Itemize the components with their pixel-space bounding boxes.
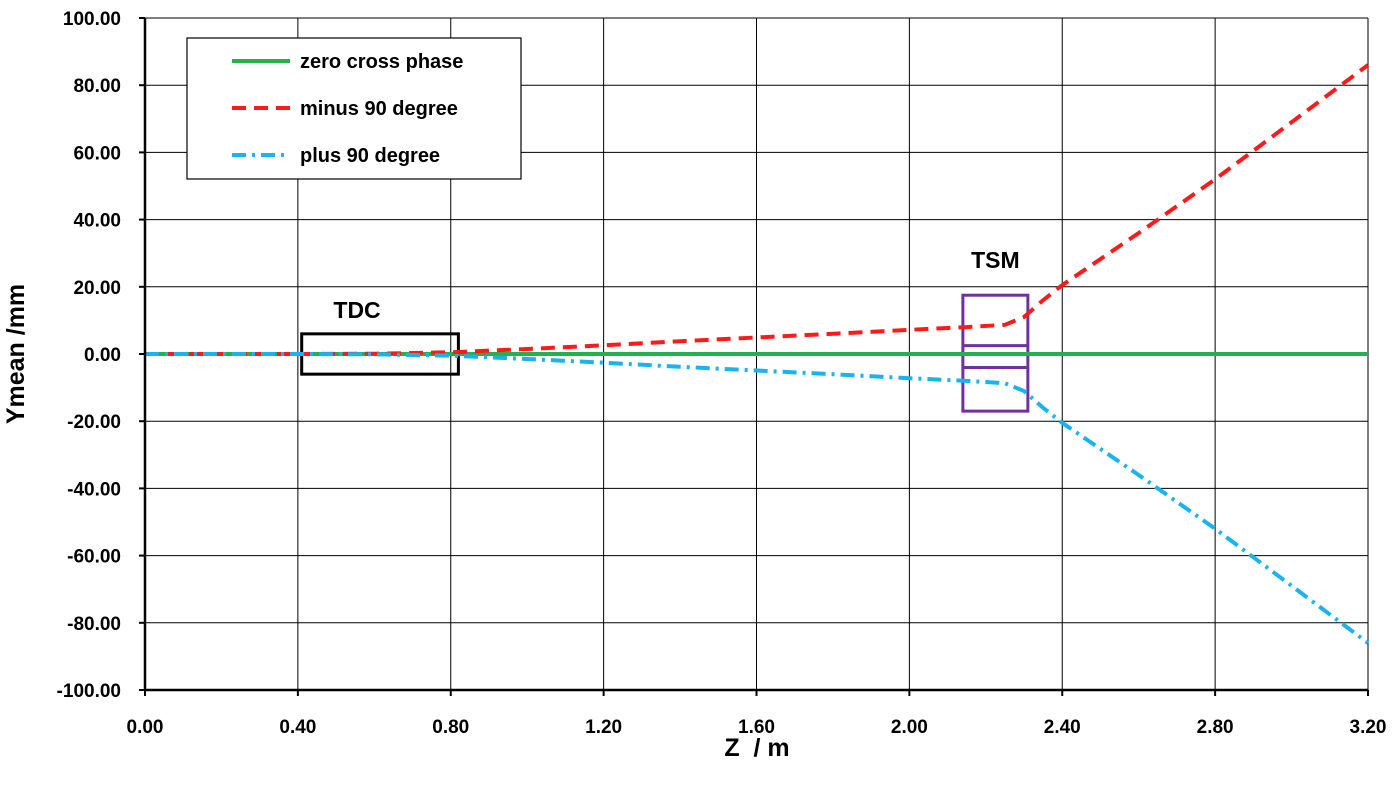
tick-labels: 0.00 0.40 0.80 1.20 1.60 2.00 2.40 2.80 3.20 100.… <box>57 9 1387 738</box>
x-tick-label: 2.40 <box>1044 717 1081 738</box>
series-line-plus-90-degree <box>145 352 1370 645</box>
tsm-label: TSM <box>971 247 1020 273</box>
y-tick-label: 60.00 <box>73 143 121 164</box>
y-tick-label: -20.00 <box>67 412 121 433</box>
x-axis-title: Z / m <box>724 734 789 762</box>
x-tick-label: 2.80 <box>1197 717 1234 738</box>
series-layer <box>145 63 1370 645</box>
y-tick-label: -80.00 <box>67 614 121 635</box>
legend-label-zero-cross-phase: zero cross phase <box>300 51 463 73</box>
y-tick-label: -100.00 <box>57 681 121 702</box>
legend-label-plus-90-degree: plus 90 degree <box>300 145 440 167</box>
x-tick-label: 0.00 <box>127 717 164 738</box>
y-tick-label: 100.00 <box>63 9 121 30</box>
axes <box>139 17 1369 696</box>
legend: zero cross phase minus 90 degree plus 90… <box>186 37 522 180</box>
x-tick-label: 1.20 <box>585 717 622 738</box>
y-tick-label: 20.00 <box>73 278 121 299</box>
x-tick-label: 2.00 <box>891 717 928 738</box>
x-tick-label: 3.20 <box>1350 717 1387 738</box>
y-tick-label: 0.00 <box>84 345 121 366</box>
x-tick-label: 0.40 <box>279 717 316 738</box>
y-tick-label: -40.00 <box>67 479 121 500</box>
x-tick-label: 1.60 <box>738 717 775 738</box>
y-tick-label: 40.00 <box>73 211 121 232</box>
y-axis-title: Ymean /mm <box>2 284 30 424</box>
y-tick-label: 80.00 <box>73 76 121 97</box>
y-tick-label: -60.00 <box>67 547 121 568</box>
series-line-minus-90-degree <box>145 63 1370 356</box>
legend-label-minus-90-degree: minus 90 degree <box>300 98 458 120</box>
tdc-label: TDC <box>333 297 380 323</box>
x-tick-label: 0.80 <box>432 717 469 738</box>
